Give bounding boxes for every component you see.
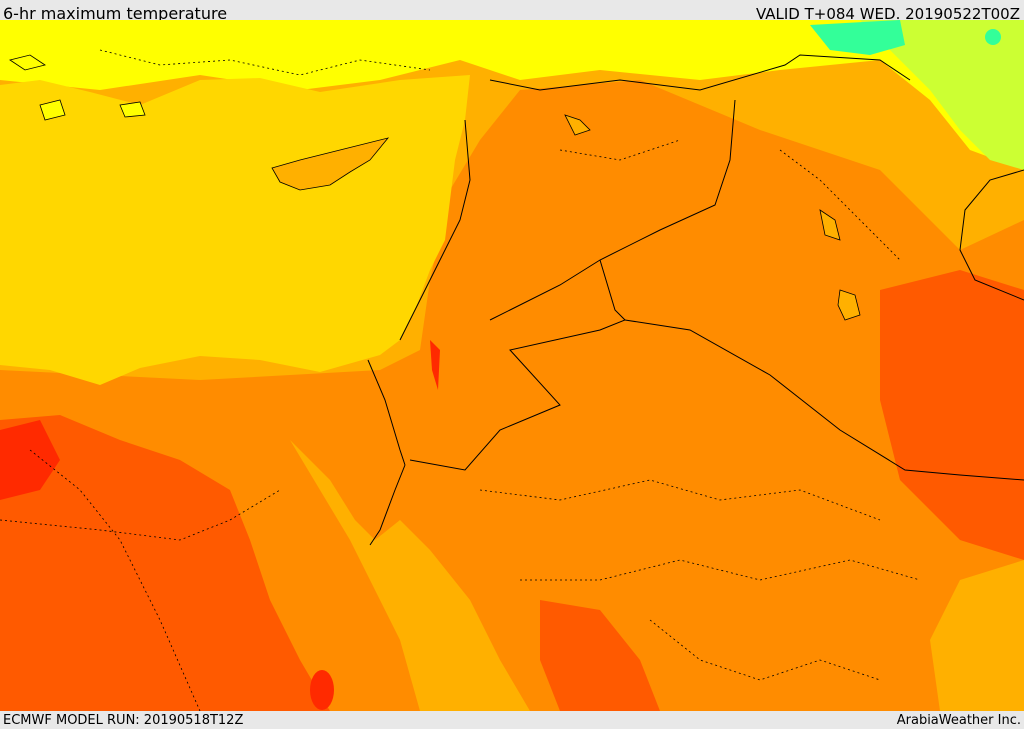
model-run: ECMWF MODEL RUN: 20190518T12Z [3, 713, 244, 728]
valid-time: VALID T+084 WED. 20190522T00Z [755, 5, 1020, 23]
mild-zone-north [0, 20, 1024, 170]
aegean-islands [9, 54, 146, 121]
jordan-valley [430, 340, 440, 390]
country-boundaries [367, 54, 1024, 546]
lake-habbaniyah [837, 289, 861, 321]
cold-zone-northeast [810, 20, 905, 55]
cyprus [271, 137, 390, 191]
footer-bar [0, 711, 1024, 729]
header-bar [0, 0, 1024, 20]
cold-spot [985, 29, 1001, 45]
temperature-map [0, 20, 1024, 711]
credit: ArabiaWeather Inc. [896, 713, 1021, 728]
warm-zone-southeast [930, 560, 1024, 711]
map-title: 6-hr maximum temperature [3, 4, 228, 23]
cool-zone-northeast [860, 20, 1024, 170]
lake-tharthar [819, 209, 841, 241]
lake-assad [564, 114, 591, 136]
mediterranean-sea [0, 75, 470, 385]
extreme-spot-south [310, 670, 334, 710]
very-hot-zone-west [0, 415, 330, 711]
extreme-zone [0, 420, 60, 500]
very-hot-zone-south [540, 600, 660, 711]
very-hot-zone-east [880, 270, 1024, 560]
red-sea [290, 440, 530, 711]
province-boundaries [0, 49, 921, 711]
very-hot-zone-central [560, 90, 700, 190]
